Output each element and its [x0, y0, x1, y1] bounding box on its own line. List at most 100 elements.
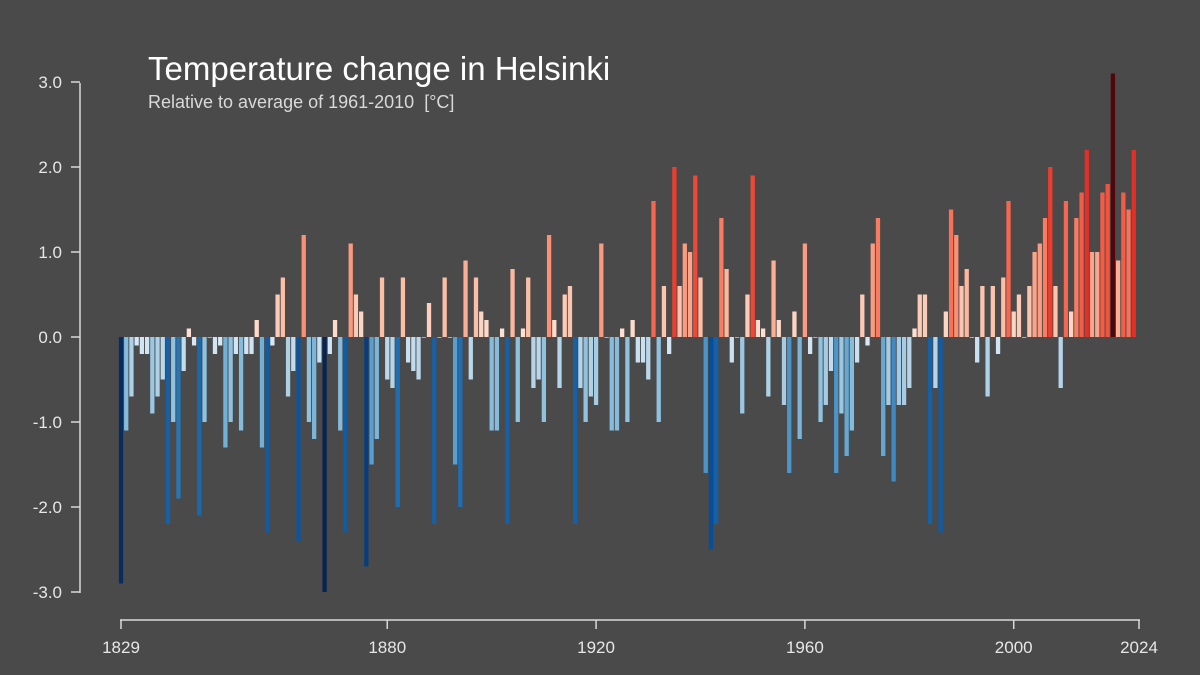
bar-1896	[468, 337, 473, 380]
bar-1874	[353, 294, 359, 337]
bar-1941	[703, 337, 708, 473]
bar-1969	[849, 337, 855, 431]
bar-2021	[1121, 192, 1126, 337]
x-tick-label: 1960	[786, 638, 824, 657]
bar-2000	[1011, 311, 1016, 337]
bar-1998	[1001, 277, 1006, 337]
bar-1946	[729, 337, 734, 363]
bar-1905	[515, 337, 520, 422]
bar-1944	[719, 218, 724, 337]
bar-2016	[1095, 252, 1100, 337]
bar-1839	[171, 337, 176, 422]
x-tick-label: 2000	[995, 638, 1033, 657]
bar-1926	[625, 337, 630, 422]
bar-1847	[212, 337, 218, 354]
bar-1889	[432, 337, 437, 524]
bar-1931	[651, 201, 656, 337]
bar-1948	[740, 337, 745, 414]
bar-1901	[494, 337, 500, 431]
bar-2004	[1032, 252, 1037, 337]
bar-1829	[118, 337, 124, 584]
bar-1855	[254, 320, 259, 337]
bar-1895	[463, 260, 468, 337]
bar-1985	[933, 337, 938, 388]
bar-1872	[343, 337, 348, 533]
y-tick-label: -1.0	[33, 413, 62, 432]
bar-2022	[1126, 209, 1131, 337]
bar-1854	[249, 337, 254, 354]
bar-1916	[573, 337, 578, 524]
bar-1877	[369, 337, 374, 465]
bar-1861	[285, 337, 291, 397]
bar-1918	[583, 337, 588, 422]
bar-1987	[943, 311, 948, 337]
bar-1917	[578, 337, 583, 388]
bar-1968	[844, 337, 849, 456]
bar-1851	[233, 337, 238, 354]
bar-1859	[275, 294, 280, 337]
bar-1870	[332, 320, 338, 337]
bar-1921	[599, 243, 604, 337]
bar-1923	[609, 337, 614, 431]
bar-1832	[134, 337, 139, 346]
bar-1911	[546, 235, 552, 337]
bar-1857	[265, 337, 270, 533]
bar-1869	[327, 337, 332, 354]
bar-1984	[928, 337, 933, 524]
bar-1908	[531, 337, 536, 388]
bar-1997	[995, 337, 1001, 354]
bar-2007	[1048, 167, 1053, 337]
bar-1862	[291, 337, 296, 371]
bar-1958	[792, 311, 797, 337]
bar-1929	[640, 337, 646, 363]
bar-1932	[656, 337, 661, 422]
bar-1961	[807, 337, 813, 354]
bar-1964	[823, 337, 828, 405]
bar-1922	[604, 337, 609, 338]
bar-1988	[948, 209, 954, 337]
bar-1981	[912, 328, 917, 337]
bar-1838	[165, 337, 171, 524]
bar-1903	[505, 337, 510, 524]
bar-1993	[975, 337, 980, 363]
bar-1891	[442, 277, 447, 337]
bar-1871	[338, 337, 343, 431]
bar-1834	[144, 337, 150, 354]
bar-1935	[672, 167, 677, 337]
bar-1990	[959, 286, 964, 337]
bar-1953	[766, 337, 771, 397]
x-tick-label: 2024	[1120, 638, 1158, 657]
bar-1915	[567, 286, 573, 337]
bar-1878	[374, 337, 379, 439]
bar-1865	[306, 337, 312, 422]
bar-1999	[1006, 201, 1011, 337]
bar-1833	[139, 337, 145, 354]
bar-2006	[1042, 218, 1048, 337]
bar-1880	[385, 337, 390, 380]
bar-1989	[954, 235, 959, 337]
bar-1845	[202, 337, 207, 422]
bar-1949	[745, 294, 750, 337]
bar-1888	[426, 303, 432, 337]
bar-1843	[191, 337, 197, 346]
chart-title: Temperature change in Helsinki	[148, 50, 611, 87]
y-tick-label: -2.0	[33, 498, 62, 517]
bar-1856	[259, 337, 265, 448]
bar-1848	[218, 337, 223, 346]
bar-1842	[186, 328, 192, 337]
bar-1831	[129, 337, 134, 397]
bar-2019	[1110, 73, 1116, 337]
bar-1957	[787, 337, 792, 473]
bar-1867	[317, 337, 322, 363]
bar-1975	[881, 337, 886, 456]
bar-2001	[1016, 294, 1022, 337]
bar-2017	[1100, 192, 1105, 337]
bar-1906	[520, 328, 526, 337]
bar-1965	[828, 337, 834, 371]
bars-layer	[118, 73, 1136, 592]
bar-1868	[322, 337, 327, 592]
bar-2010	[1063, 201, 1069, 337]
bar-1912	[552, 320, 557, 337]
bar-2009	[1058, 337, 1063, 388]
bar-1864	[301, 235, 306, 337]
